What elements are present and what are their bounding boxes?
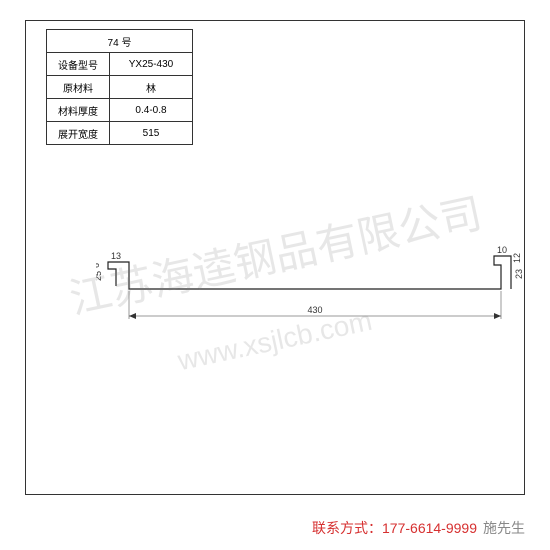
table-row: 材料厚度 0.4-0.8 (47, 99, 193, 122)
dim-left1: 25 (96, 271, 103, 281)
dim-right3: 10 (497, 245, 507, 255)
dim-width: 430 (307, 305, 322, 315)
row-label: 设备型号 (47, 53, 110, 76)
row-label: 材料厚度 (47, 99, 110, 122)
dim-left3: 6 (96, 263, 101, 268)
row-value: YX25-430 (110, 53, 193, 76)
arrow (129, 313, 136, 319)
contact-phone: 177-6614-9999 (382, 520, 477, 536)
dim-right2: 12 (512, 253, 522, 263)
profile-path (108, 256, 511, 289)
arrow (494, 313, 501, 319)
profile-drawing: 430 25 13 6 23 12 10 (96, 221, 484, 351)
row-value: 林 (110, 76, 193, 99)
profile-svg: 430 25 13 6 23 12 10 (96, 221, 526, 351)
spec-table: 74 号 设备型号 YX25-430 原材料 林 材料厚度 0.4-0.8 展开… (46, 29, 193, 145)
contact-line: 联系方式：177-6614-9999 施先生 (312, 518, 525, 538)
contact-name: 施先生 (483, 520, 525, 536)
contact-label: 联系方式： (312, 520, 382, 536)
table-row: 展开宽度 515 (47, 122, 193, 145)
table-row: 原材料 林 (47, 76, 193, 99)
row-value: 0.4-0.8 (110, 99, 193, 122)
drawing-frame: 74 号 设备型号 YX25-430 原材料 林 材料厚度 0.4-0.8 展开… (25, 20, 525, 495)
table-row: 设备型号 YX25-430 (47, 53, 193, 76)
dim-right1: 23 (514, 269, 524, 279)
row-value: 515 (110, 122, 193, 145)
row-label: 原材料 (47, 76, 110, 99)
table-title-row: 74 号 (47, 30, 193, 53)
table-title: 74 号 (47, 30, 193, 53)
row-label: 展开宽度 (47, 122, 110, 145)
dim-left2: 13 (111, 251, 121, 261)
